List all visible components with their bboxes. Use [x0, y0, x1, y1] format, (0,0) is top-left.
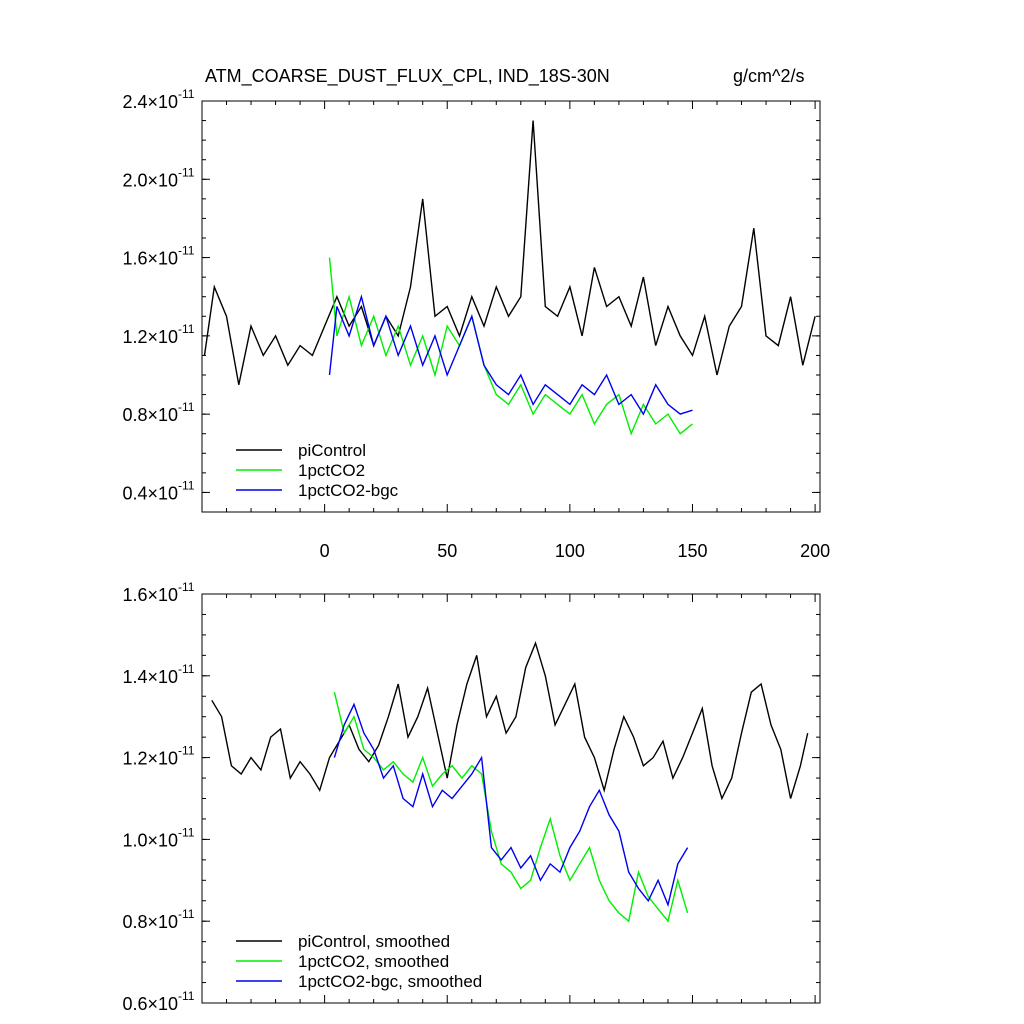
- y-tick-label: 1.2×10: [122, 749, 178, 769]
- y-tick-exponent: -11: [178, 744, 195, 758]
- y-tick-exponent: -11: [178, 662, 195, 676]
- x-tick-label: 0: [320, 541, 330, 561]
- series-line-0: [211, 640, 809, 801]
- y-tick-label: 0.8×10: [122, 912, 178, 932]
- y-tick-label: 1.2×10: [122, 327, 178, 347]
- plot-frame: [201, 100, 821, 513]
- y-tick-label: 1.4×10: [122, 667, 178, 687]
- y-tick-label: 1.6×10: [122, 585, 178, 605]
- legend-label: 1pctCO2-bgc: [298, 481, 399, 500]
- y-tick-exponent: -11: [178, 87, 195, 101]
- series-line-2: [328, 294, 693, 416]
- series-line-1: [333, 692, 689, 923]
- series-line-0: [203, 120, 816, 385]
- y-tick-exponent: -11: [178, 907, 195, 921]
- plot-frame: [201, 593, 821, 1004]
- y-tick-exponent: -11: [178, 165, 195, 179]
- y-tick-label: 0.6×10: [122, 994, 178, 1014]
- y-tick-exponent: -11: [178, 322, 195, 336]
- y-tick-exponent: -11: [178, 580, 195, 594]
- x-tick-label: 100: [555, 541, 585, 561]
- x-tick-label: 200: [800, 541, 830, 561]
- chart-title: ATM_COARSE_DUST_FLUX_CPL, IND_18S-30N: [205, 66, 610, 87]
- y-tick-label: 0.8×10: [122, 405, 178, 425]
- units-label: g/cm^2/s: [733, 66, 804, 86]
- x-tick-label: 150: [677, 541, 707, 561]
- top-panel: 0.4×10 -110.8×10 -111.2×10 -111.6×10 -112.0×…: [122, 87, 830, 561]
- x-tick-label: 50: [437, 541, 457, 561]
- legend-label: piControl, smoothed: [298, 932, 450, 951]
- legend-label: piControl: [298, 441, 366, 460]
- y-tick-label: 2.0×10: [122, 170, 178, 190]
- series-line-1: [328, 257, 693, 436]
- legend-label: 1pctCO2, smoothed: [298, 952, 449, 971]
- y-tick-exponent: -11: [178, 244, 195, 258]
- y-tick-exponent: -11: [178, 478, 195, 492]
- y-tick-label: 0.4×10: [122, 483, 178, 503]
- series-line-2: [333, 702, 689, 908]
- bottom-panel: 0.6×10 -110.8×10 -111.0×10 -111.2×10 -111.4×…: [122, 580, 821, 1014]
- legend-label: 1pctCO2-bgc, smoothed: [298, 972, 482, 991]
- y-tick-exponent: -11: [178, 400, 195, 414]
- y-tick-label: 2.4×10: [122, 92, 178, 112]
- y-tick-label: 1.6×10: [122, 249, 178, 269]
- y-tick-exponent: -11: [178, 989, 195, 1003]
- legend-label: 1pctCO2: [298, 461, 365, 480]
- y-tick-exponent: -11: [178, 825, 195, 839]
- y-tick-label: 1.0×10: [122, 830, 178, 850]
